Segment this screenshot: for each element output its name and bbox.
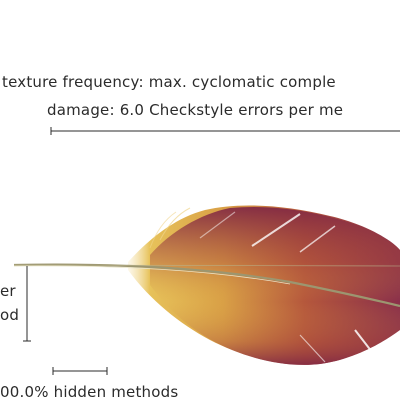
feather-vane xyxy=(128,205,400,365)
side-label-bottom: od xyxy=(0,306,20,324)
caption-scale-bar xyxy=(50,127,400,135)
side-label-top: er xyxy=(0,282,16,300)
hidden-methods-scale-bar xyxy=(52,367,108,375)
hidden-methods-label: 00.0% hidden methods xyxy=(0,383,179,401)
side-scale-bar xyxy=(23,266,31,342)
caption-damage: damage: 6.0 Checkstyle errors per me xyxy=(47,101,344,119)
feather-shaft xyxy=(13,263,400,308)
caption-texture-frequency: texture frequency: max. cyclomatic compl… xyxy=(2,73,336,91)
